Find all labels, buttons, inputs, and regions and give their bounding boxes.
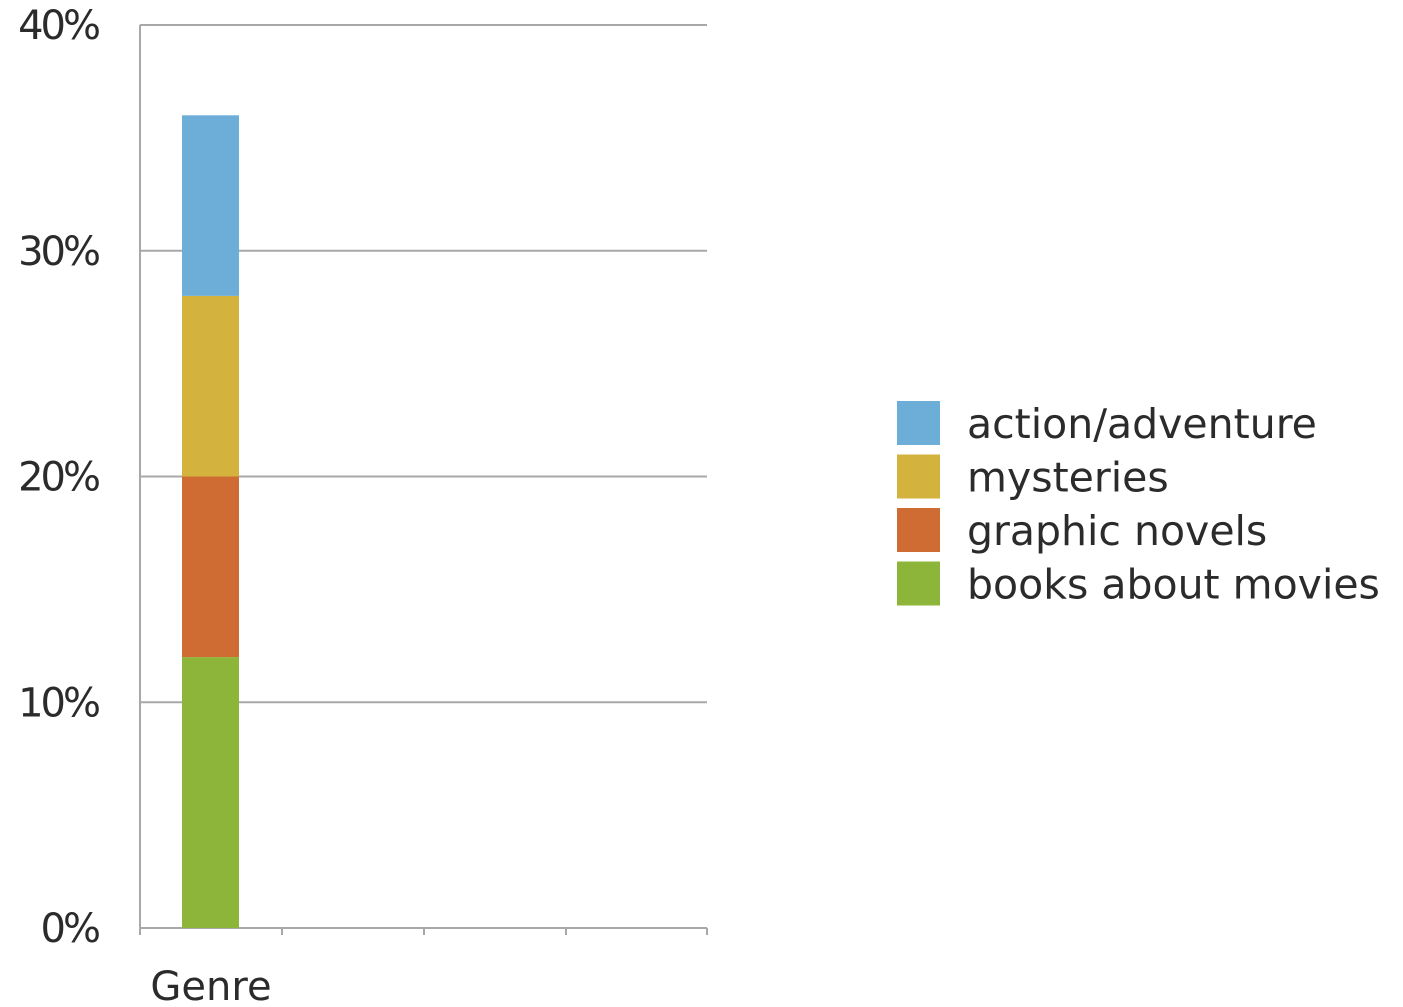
bars [182, 115, 239, 928]
legend-swatch-books-about-movies [897, 561, 940, 606]
legend-swatch-action-adventure [897, 401, 940, 445]
bar-segment-mysteries [182, 295, 239, 477]
legend: action/adventure mysteries graphic novels b… [897, 400, 1380, 609]
y-tick-label: 20% [18, 455, 99, 501]
legend-label-action-adventure: action/adventure [967, 400, 1317, 448]
y-tick-label: 40% [18, 3, 99, 49]
legend-swatch-graphic-novels [897, 508, 940, 552]
legend-swatch-mysteries [897, 454, 940, 499]
legend-label-graphic-novels: graphic novels [967, 507, 1267, 555]
y-tick-label: 30% [18, 229, 99, 275]
bar-segment-graphic-novels [182, 476, 239, 658]
y-tick-label: 0% [41, 906, 99, 952]
bar-segment-action-adventure [182, 115, 239, 296]
legend-label-mysteries: mysteries [967, 454, 1169, 502]
legend-label-books-about-movies: books about movies [967, 561, 1380, 609]
y-tick-label: 10% [18, 680, 99, 726]
x-category-label: Genre [150, 964, 271, 1007]
bar-segment-books-about-movies [182, 657, 239, 928]
tick-labels: 0% 10% 20% 30% 40% Genre [18, 3, 271, 1007]
